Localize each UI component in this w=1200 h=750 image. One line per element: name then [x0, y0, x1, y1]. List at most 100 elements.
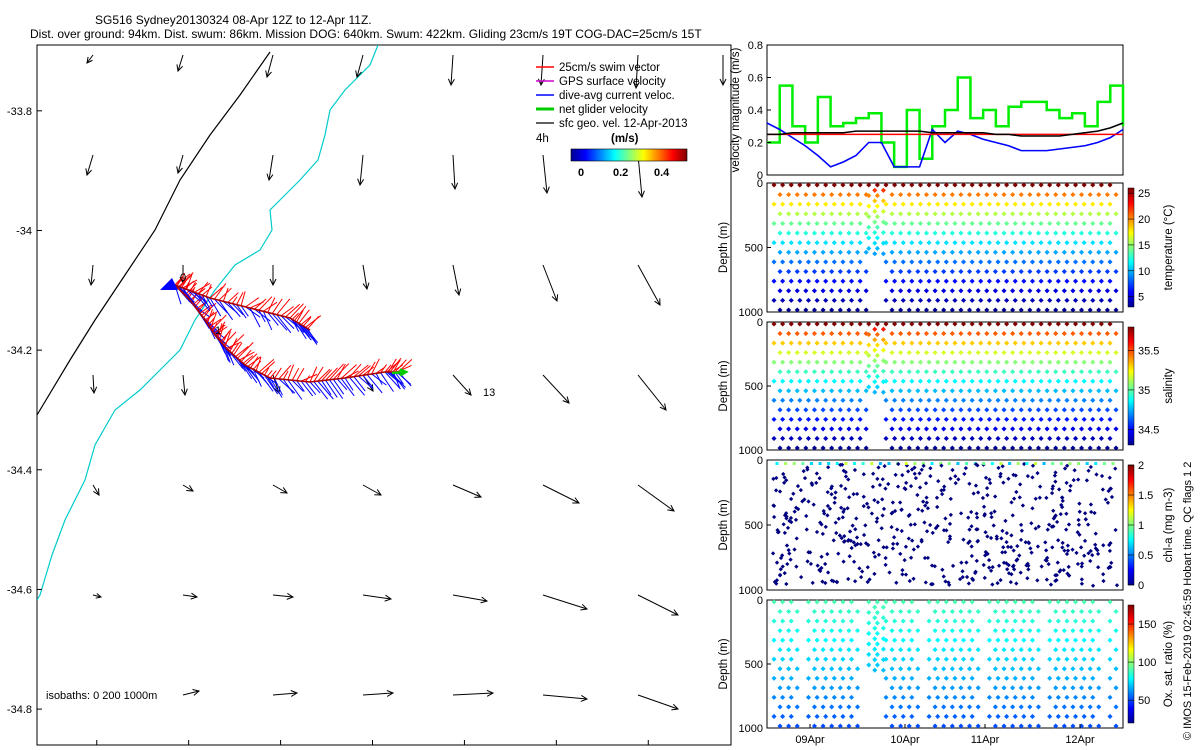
- profile-sample: [837, 192, 843, 198]
- current-vector: [258, 309, 266, 323]
- profile-sample: [872, 498, 877, 503]
- profile-sample: [805, 340, 812, 346]
- profile-sample: [1021, 618, 1027, 624]
- profile-sample: [943, 618, 949, 624]
- profile-sample: [911, 547, 916, 552]
- swim-vector: [224, 331, 231, 347]
- profile-sample: [1038, 259, 1044, 265]
- profile-sample: [780, 694, 786, 700]
- profile-sample: [975, 288, 981, 294]
- profile-sample: [1098, 259, 1104, 265]
- profile-sample: [900, 637, 906, 643]
- profile-sample: [1064, 182, 1070, 188]
- profile-sample: [848, 297, 855, 303]
- current-vector: [375, 373, 383, 385]
- profile-sample: [814, 278, 820, 284]
- profile-sample: [960, 416, 967, 422]
- profile-sample: [892, 359, 898, 365]
- profile-sample: [986, 656, 992, 662]
- profile-sample: [935, 278, 941, 284]
- velocity-panel: 00.20.40.60.8 velocity magnitude (m/s): [730, 40, 1125, 182]
- swim-vector: [300, 373, 318, 382]
- current-vector: [313, 381, 329, 400]
- profile-sample: [1082, 553, 1087, 558]
- profile-sample: [906, 608, 912, 615]
- profile-sample: [872, 657, 878, 663]
- profile-sample: [831, 538, 836, 543]
- profile-sample: [1070, 268, 1076, 275]
- profile-sample: [1106, 488, 1111, 494]
- profile-sample: [1107, 618, 1113, 624]
- profile-sample: [887, 462, 891, 465]
- profile-sample: [831, 278, 837, 284]
- profile-sample: [835, 462, 839, 465]
- profile-sample: [984, 426, 990, 432]
- current-vector: [242, 363, 258, 384]
- profile-sample: [797, 297, 803, 303]
- profile-sample: [904, 480, 909, 486]
- profile-sample: [966, 407, 973, 413]
- profile-sample: [1090, 240, 1096, 246]
- profile-sample: [909, 713, 915, 720]
- profile-sample: [1107, 542, 1112, 548]
- current-vector: [262, 311, 273, 331]
- profile-axes-box: [766, 321, 1124, 451]
- track-label-1: 1: [215, 325, 221, 337]
- swim-vector: [214, 326, 228, 336]
- profile-sample: [1029, 220, 1036, 227]
- profile-sample: [778, 567, 783, 572]
- profile-sample: [986, 340, 992, 346]
- map-title-line1: SG516 Sydney20130324 08-Apr 12Z to 12-Ap…: [95, 13, 372, 27]
- profile-sample: [941, 628, 947, 634]
- colorbar-label: chl-a (mg m-3): [1163, 487, 1175, 562]
- profile-sample: [917, 240, 924, 246]
- profile-sample: [1010, 608, 1016, 615]
- current-vector: [267, 312, 279, 326]
- profile-sample: [906, 685, 912, 691]
- profile-sample: [1035, 288, 1042, 294]
- profile-sample: [911, 576, 916, 581]
- profile-sample: [840, 435, 846, 442]
- profile-sample: [823, 278, 829, 284]
- profile-sample: [935, 713, 941, 720]
- profile-sample: [854, 330, 861, 337]
- current-vector: [240, 305, 249, 317]
- current-vector: [291, 379, 304, 392]
- profile-sample: [823, 637, 829, 643]
- profile-sample: [958, 628, 964, 634]
- profile-sample: [1070, 211, 1076, 217]
- profile-sample: [958, 511, 964, 516]
- geo-velocity-arrow: [362, 264, 370, 291]
- profile-sample: [1010, 445, 1016, 451]
- profile-sample: [1012, 297, 1018, 303]
- profile-sample: [1051, 462, 1055, 465]
- profile-sample: [1038, 201, 1044, 207]
- profile-sample: [906, 230, 912, 236]
- profile-sample: [898, 388, 904, 394]
- profile-sample: [854, 192, 861, 198]
- geo-velocity-arrow: [92, 484, 100, 496]
- profile-sample: [1100, 487, 1106, 492]
- profile-sample: [811, 288, 818, 294]
- profile-sample: [959, 560, 964, 565]
- profile-sample: [1029, 321, 1036, 327]
- profile-sample: [780, 201, 786, 207]
- profile-sample: [903, 544, 909, 549]
- profile-sample: [1064, 480, 1069, 486]
- profile-sample: [1055, 599, 1061, 605]
- profile-sample: [1098, 340, 1104, 346]
- profile-sample: [788, 297, 794, 303]
- current-vector: [266, 376, 275, 388]
- profile-sample: [1078, 288, 1085, 294]
- profile-colorbar: [1127, 604, 1135, 724]
- profile-sample: [1061, 388, 1067, 394]
- profile-sample: [840, 201, 846, 207]
- profile-sample: [893, 472, 898, 477]
- profile-sample: [947, 534, 953, 539]
- profile-sample: [818, 520, 823, 525]
- profile-sample: [969, 509, 974, 515]
- profile-sample: [1055, 416, 1061, 422]
- profile-sample: [854, 268, 861, 275]
- profile-sample: [1070, 350, 1076, 356]
- colorbar-tick-label: 35: [1138, 385, 1150, 397]
